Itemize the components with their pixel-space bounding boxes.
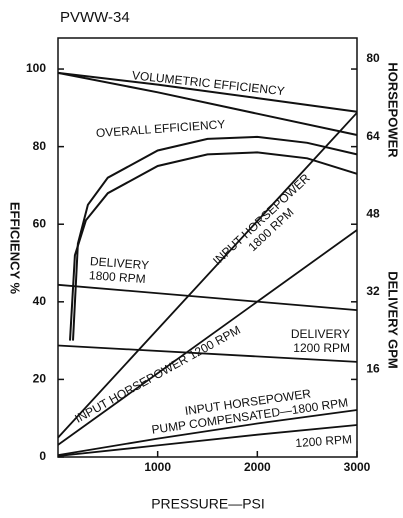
y-tick-label: 100 xyxy=(26,61,46,75)
y2-tick-label: 64 xyxy=(366,129,380,143)
line-series xyxy=(57,71,358,113)
line-series xyxy=(57,229,358,446)
curve-label: DELIVERY xyxy=(291,327,350,341)
line-series xyxy=(57,71,358,136)
line-series xyxy=(72,135,358,341)
y2-tick-label: 48 xyxy=(366,206,380,220)
y-tick-label: 40 xyxy=(33,294,47,308)
line-series xyxy=(69,151,358,341)
curve-label: 1200 RPM xyxy=(293,341,350,355)
line-series xyxy=(57,344,358,363)
line-series xyxy=(57,424,358,457)
curve-label: DELIVERY xyxy=(90,254,150,272)
x-axis-label: PRESSURE—PSI xyxy=(151,496,265,512)
plot-frame xyxy=(57,37,358,458)
x-tick-label: 3000 xyxy=(344,460,371,474)
curve-label: OVERALL EFFICIENCY xyxy=(95,117,225,140)
chart-title: PVWW-34 xyxy=(60,9,130,26)
y2-axis-label: HORSEPOWER xyxy=(386,62,401,158)
line-series xyxy=(57,409,358,456)
x-tick-label: 1000 xyxy=(144,460,171,474)
line-series xyxy=(57,112,358,439)
y-tick-label: 0 xyxy=(39,449,46,463)
curve-label: VOLUMETRIC EFFICIENCY xyxy=(131,68,285,98)
y-tick-label: 20 xyxy=(33,372,47,386)
curve-label: 1800 RPM xyxy=(89,268,147,286)
curve-label: 1200 RPM xyxy=(295,432,353,450)
y-axis-label: EFFICIENCY % xyxy=(8,202,23,295)
line-series xyxy=(57,283,358,311)
y2-axis-label: DELIVERY GPM xyxy=(386,271,401,369)
y2-tick-label: 16 xyxy=(366,362,380,376)
curve-label: INPUT HORSEPOWER xyxy=(210,171,313,268)
y-tick-label: 60 xyxy=(33,216,47,230)
y2-tick-label: 32 xyxy=(366,284,380,298)
y-tick-label: 80 xyxy=(33,139,47,153)
y2-tick-label: 80 xyxy=(366,51,380,65)
x-tick-label: 2000 xyxy=(244,460,271,474)
